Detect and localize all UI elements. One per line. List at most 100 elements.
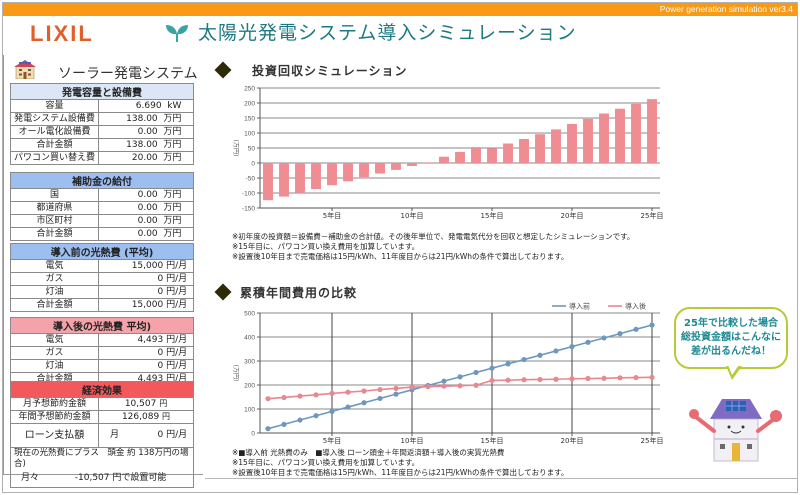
row-label: 国 <box>10 188 99 202</box>
note-line: ※15年目に、パワコン買い換え費用を加算しています。 <box>232 242 420 251</box>
bar <box>439 156 449 163</box>
table-row: 灯油 0 円/月 <box>10 359 194 373</box>
note-line: ※■導入前 光熱費のみ ■導入後 ローン頭金＋年間返済額＋導入後の実質光熱費 <box>232 448 505 457</box>
value-unit: 万円 <box>163 202 182 213</box>
value-number: 4,493 <box>137 334 164 345</box>
effect-heading: 経済効果 <box>10 381 194 398</box>
x-tick-label: 25年目 <box>641 211 664 220</box>
data-point <box>329 408 335 414</box>
y-tick-label: 400 <box>244 335 255 342</box>
data-point <box>521 377 527 383</box>
data-point <box>265 426 271 432</box>
before-cost-heading: 導入前の光熱費 (平均) <box>10 243 194 260</box>
row-label: 市区町村 <box>10 214 99 228</box>
bubble-line: 差が出るんだね！ <box>691 346 771 357</box>
bottom-divider <box>205 478 797 479</box>
row-value: 0 円/月 <box>98 272 194 286</box>
value-unit: 万円 <box>163 189 182 200</box>
table-row: 月予想節約金額 10,507 円 <box>10 397 194 411</box>
house-icon <box>14 60 36 79</box>
bar <box>583 118 593 163</box>
value-number: 0 <box>157 347 164 358</box>
data-point <box>489 377 495 384</box>
data-point <box>537 376 543 383</box>
data-point <box>297 393 303 399</box>
section-title-cumulative: 累積年間費用の比較 <box>240 286 358 300</box>
value-number: 0.00 <box>137 189 158 200</box>
note-line: ※設置後10年目まで売電価格は15円/kWh、11年度目からは21円/kWhの条… <box>232 252 569 261</box>
data-point <box>345 389 351 395</box>
data-point <box>281 394 287 401</box>
value-number: 20.00 <box>131 152 158 163</box>
economic-effect-table: 経済効果 月予想節約金額 10,507 円 年間予想節約金額 126,089 円… <box>10 381 194 488</box>
value-unit: 万円 <box>163 113 182 124</box>
bubble-line: 25年で比較した場合 <box>684 318 778 329</box>
row-label: 合計金額 <box>10 227 99 241</box>
bar <box>311 163 321 190</box>
row-value: 15,000 円/月 <box>98 298 194 312</box>
cumulative-line-chart: 0 100 200 300 400 500 5年目 10年目 15年目 20年目 25年目 (万円) 導… <box>232 302 664 446</box>
bar <box>519 139 529 163</box>
data-point <box>553 376 559 382</box>
data-point <box>377 395 383 402</box>
table-row: 合計金額 0.00 万円 <box>10 227 194 241</box>
bar <box>455 151 465 163</box>
value-number: 10,507 <box>124 399 157 409</box>
x-tick-label: 5年目 <box>323 211 341 220</box>
bar <box>375 163 385 174</box>
bubble-tail-inner <box>728 365 739 375</box>
bar <box>263 163 273 201</box>
y-tick-label: 500 <box>244 311 255 318</box>
row-value: 6.690 kW <box>98 99 194 113</box>
value-number: 138.00 <box>126 113 158 124</box>
bar <box>359 163 369 178</box>
cumulative-notes: ※■導入前 光熱費のみ ■導入後 ローン頭金＋年間返済額＋導入後の実質光熱費 ※… <box>232 448 568 478</box>
value-number: 0.00 <box>137 202 158 213</box>
y-tick-label: 150 <box>244 116 255 123</box>
table-row: 合計金額 138.00 万円 <box>10 138 194 152</box>
data-point <box>345 404 351 410</box>
row-label: 容量 <box>10 99 99 113</box>
before-cost-table: 導入前の光熱費 (平均) 電気 15,000 円/月 ガス 0 円/月 灯油 0… <box>10 243 194 312</box>
table-row: 合計金額 15,000 円/月 <box>10 298 194 312</box>
monthly-saving-value: 10,507 円 <box>98 397 194 411</box>
system-title: ソーラー発電システム <box>58 66 198 82</box>
value-unit: 円/月 <box>166 260 188 271</box>
table-row: 電気 15,000 円/月 <box>10 259 194 273</box>
value-unit: 円/月 <box>166 286 188 297</box>
y-tick-label: 300 <box>244 359 255 366</box>
table-row: ガス 0 円/月 <box>10 346 194 360</box>
data-point <box>649 322 655 328</box>
value-unit: kW <box>167 100 182 111</box>
x-tick-label: 25年目 <box>641 436 664 445</box>
bubble-line: 総投資金額はこんなに <box>681 332 781 343</box>
annual-saving-label: 年間予想節約金額 <box>10 410 99 424</box>
table-row: 発電システム設備費 138.00 万円 <box>10 112 194 126</box>
data-point <box>537 352 543 358</box>
y-tick-label: 200 <box>244 101 255 108</box>
data-point <box>521 356 527 363</box>
bar <box>615 108 625 163</box>
data-point <box>633 326 639 332</box>
value-number: 0.00 <box>137 126 158 137</box>
y-tick-label: -150 <box>242 206 255 213</box>
value-unit: 万円 <box>163 126 182 137</box>
bar <box>599 113 609 163</box>
data-point <box>393 391 399 397</box>
data-point <box>601 335 607 341</box>
row-label: 電気 <box>10 259 99 273</box>
data-point <box>457 383 463 389</box>
value-unit: 円/月 <box>166 334 188 345</box>
row-value: 0.00 万円 <box>98 188 194 202</box>
data-point <box>569 376 575 382</box>
effect-note-line1: 現在の光熱費にプラス 頭金 約 138万円の場合) <box>10 447 194 470</box>
capacity-table: 発電容量と設備費 容量 6.690 kW 発電システム設備費 138.00 万円… <box>10 83 194 165</box>
table-row: 都道府県 0.00 万円 <box>10 201 194 215</box>
bar <box>279 163 289 197</box>
row-value: 0.00 万円 <box>98 227 194 241</box>
value-number: 138.00 <box>126 139 158 150</box>
value-number: 0 <box>157 430 164 440</box>
data-point <box>441 378 447 384</box>
x-tick-label: 10年目 <box>401 211 424 220</box>
